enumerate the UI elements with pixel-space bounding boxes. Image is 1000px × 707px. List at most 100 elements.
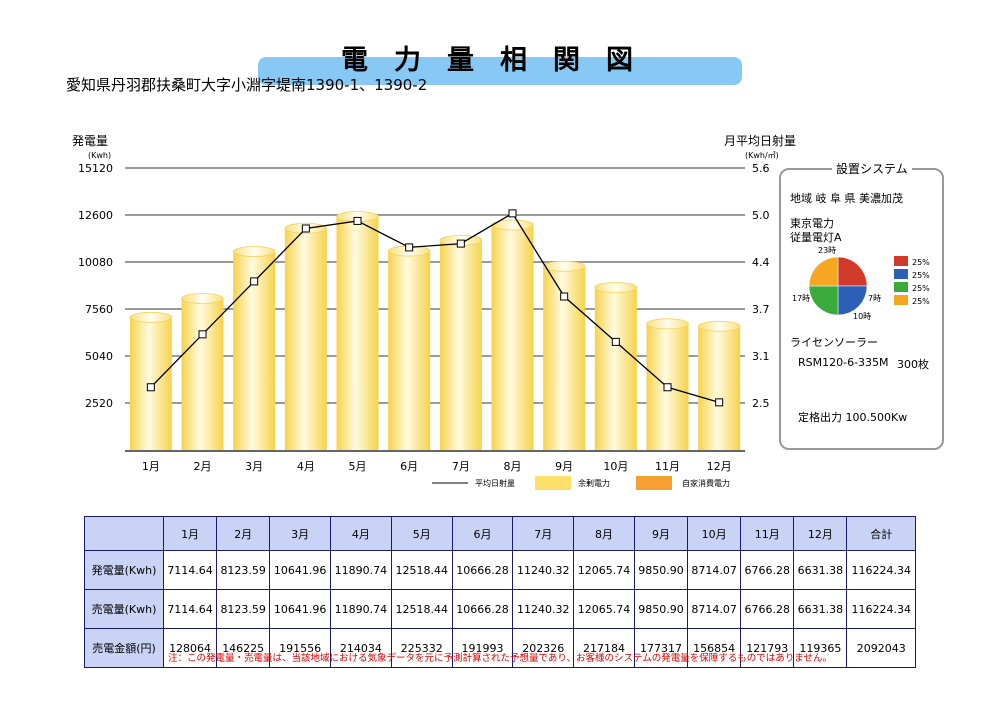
y-axis-label: 発電量 [72,134,108,148]
y-tick-label: 10080 [78,256,113,269]
table-cell: 11890.74 [330,589,392,629]
x-tick-label: 11月 [655,460,680,473]
table-cell: 9850.90 [633,589,689,629]
rated-output: 定格出力 100.500Kw [798,411,908,424]
y2-tick-label: 2.5 [752,397,770,410]
pie-legend-label: 25% [912,271,930,280]
site-address: 愛知県丹羽郡扶桑町大字小淵字堤南1390-1、1390-2 [66,76,428,94]
table-cell: 6631.38 [793,589,848,629]
table-row: 売電量(Kwh) 7114.64 8123.59 10641.96 11890.74 12… [84,589,916,629]
title-banner [258,57,742,85]
table-cell: 191993 [451,628,514,668]
bar-cap [594,282,638,293]
pie-label: 17時 [792,294,810,303]
table-cell: 7114.64 [162,589,218,629]
bar-8月 [491,219,534,450]
table-cell: 12518.44 [390,589,453,629]
monthly-table: 1月 2月 3月 4月 5月 6月 7月 8月 9月 10月 11月 12月 合計 発電量(Kwh) 711… [84,516,916,668]
y-axis-unit: (Kwh) [88,151,111,160]
time-pie-chart: 25% 25% 25% 25% 23時 7時 10時 17時 [792,246,930,321]
pie-legend-label: 25% [912,297,930,306]
bar-7月 [439,234,483,450]
x-tick-label: 6月 [400,460,418,473]
pie-slice [837,285,868,316]
table-cell: 116224.34 [846,550,916,590]
table-header-cell: 8月 [573,516,635,551]
table-row-label: 売電金額(円) [84,628,164,668]
solar-point [560,292,569,301]
table-header-cell: 合計 [846,516,916,551]
table-cell: 177317 [633,628,689,668]
solar-point [353,216,362,225]
x-tick-label: 4月 [297,460,315,473]
solar-point [611,337,620,346]
table-cell: 119365 [793,628,848,668]
y-tick-label: 15120 [78,162,113,175]
solar-point [508,209,517,218]
table-header-cell: 2月 [216,516,271,551]
bar-6月 [387,245,431,450]
solar-point [146,383,155,392]
bar-cap [181,293,224,304]
table-row: 発電量(Kwh) 7114.64 8123.59 10641.96 11890.74 12… [84,550,916,590]
x-tick-label: 7月 [452,460,470,473]
pie-label: 23時 [818,246,836,255]
y2-axis-label: 月平均日射量 [724,133,796,148]
bar-5月 [336,211,379,450]
bar-body [388,251,431,450]
solar-point [456,239,465,248]
table-cell: 10666.28 [451,589,514,629]
table-cell: 11240.32 [512,550,575,590]
y2-tick-label: 4.4 [752,256,770,269]
system-panel-title: 設置システム [832,160,912,177]
bar-10月 [594,282,638,450]
power-chart: 15120 5.6 12600 5.0 10080 4.4 7560 3.7 5040 3.1 25… [72,133,796,490]
table-header-cell: 1月 [162,516,218,551]
panel-maker: ライセンソーラー [790,336,878,349]
bar-cap [697,320,741,332]
x-tick-label: 1月 [142,460,160,473]
pie-slice [837,256,868,287]
table-header-cell: 10月 [687,516,742,551]
table-header-cell: 4月 [330,516,392,551]
pie-legend-swatch [894,269,908,279]
table-cell: 6631.38 [793,550,848,590]
bar-body [698,326,741,450]
bar-cap [542,260,586,272]
pie-legend-label: 25% [912,284,930,293]
x-axis-line [125,450,745,452]
bar-cap [646,318,689,330]
table-cell: 202326 [512,628,575,668]
table-header-row: 1月 2月 3月 4月 5月 6月 7月 8月 9月 10月 11月 12月 合計 [84,516,916,551]
table-cell: 116224.34 [846,589,916,629]
pie-legend-swatch [894,282,908,292]
legend-bar-swatch [535,476,571,490]
rate-plan: 従量電灯A [790,231,842,244]
table-cell: 6766.28 [740,550,795,590]
bar-body [181,298,224,450]
table-cell: 8714.07 [687,550,742,590]
pie-slice [808,256,839,287]
x-tick-label: 9月 [555,460,573,473]
table-cell: 217184 [573,628,635,668]
table-cell: 11890.74 [330,550,392,590]
bar-9月 [542,260,586,450]
y-tick-label: 12600 [78,209,113,222]
legend-self-label: 自家消費電力 [682,478,730,488]
x-tick-label: 3月 [245,460,263,473]
solar-point [663,383,672,392]
table-cell: 10641.96 [269,589,332,629]
x-tick-label: 10月 [603,460,628,473]
bar-body [594,287,637,450]
table-header-cell: 6月 [451,516,514,551]
table-cell: 10641.96 [269,550,332,590]
bar-12月 [697,320,741,450]
page-title: 電力量相関図 [341,45,659,76]
solar-point [301,224,310,233]
legend-line-label: 平均日射量 [475,478,515,488]
bar-body [439,240,482,450]
pie-legend-swatch [894,256,908,266]
x-tick-label: 8月 [504,460,522,473]
region: 地域 岐 阜 県 美濃加茂 [790,192,903,205]
table-corner [84,516,164,551]
